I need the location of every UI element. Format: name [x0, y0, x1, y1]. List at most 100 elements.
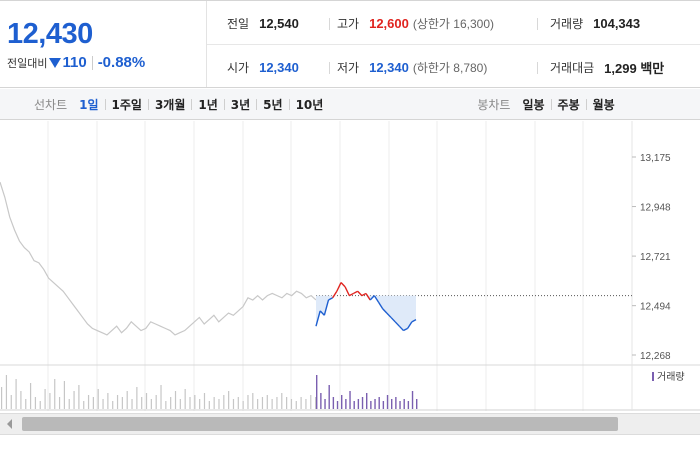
volume-bar	[247, 395, 249, 409]
prev-close-label: 전일	[227, 16, 250, 31]
open-value: 12,340	[259, 59, 299, 75]
volume-bar	[83, 401, 85, 409]
volume-bar	[203, 393, 206, 409]
high-cell: 고가 12,600 (상한가 16,300)	[337, 13, 494, 33]
volume-bar	[305, 399, 307, 409]
volume-bar	[44, 389, 46, 409]
open-cell: 시가 12,340	[227, 57, 299, 77]
today-price-segment	[398, 325, 405, 332]
tab-daily-candle[interactable]: 일봉	[522, 97, 545, 112]
chart-scrollbar[interactable]	[0, 413, 700, 435]
y-tick-label: 13,175	[640, 153, 671, 164]
divider	[104, 98, 106, 110]
today-price-segment	[407, 321, 413, 329]
volume-bar	[232, 399, 235, 409]
price-detail-grid: 전일 12,540 고가 12,600 (상한가 16,300) 거래량 104…	[207, 1, 700, 87]
volume-bar	[374, 399, 376, 409]
line-chart-label: 선차트	[34, 97, 68, 112]
below-close-area	[316, 295, 416, 331]
tab-3-month[interactable]: 3개월	[154, 97, 186, 112]
tab-1-week[interactable]: 1주일	[111, 97, 142, 112]
volume-bar	[20, 391, 22, 409]
scroll-left-icon[interactable]	[7, 419, 12, 429]
volume-bar	[92, 397, 94, 409]
divider	[329, 18, 330, 30]
today-price-segment	[373, 295, 380, 303]
volume-bar	[286, 397, 288, 409]
volume-label: 거래량	[550, 16, 584, 31]
today-price-segment	[361, 292, 367, 297]
volume-bar	[290, 399, 293, 409]
tab-1-year[interactable]: 1년	[198, 97, 218, 112]
today-price-segment	[357, 290, 363, 297]
divider	[256, 98, 258, 110]
volume-bar	[411, 391, 414, 409]
today-price-segment	[403, 327, 408, 332]
scrollbar-thumb[interactable]	[22, 417, 618, 431]
volume-bar	[116, 395, 119, 409]
volume-cell: 거래량 104,343	[550, 13, 640, 33]
volume-bar	[353, 401, 355, 409]
trade-amount-cell: 거래대금 1,299 백만	[550, 57, 664, 77]
down-triangle-icon	[49, 57, 62, 68]
volume-bar	[68, 399, 70, 409]
volume-bar	[145, 393, 148, 409]
today-price-segment	[394, 321, 400, 327]
volume-bar	[328, 385, 330, 409]
today-price-segment	[315, 310, 321, 327]
volume-bar	[310, 395, 312, 409]
volume-bar	[357, 399, 360, 409]
volume-bar	[179, 399, 181, 409]
volume-bar	[34, 397, 37, 409]
volume-bar	[155, 395, 157, 409]
tab-monthly-candle[interactable]: 월봉	[592, 97, 615, 112]
volume-bar	[315, 397, 317, 409]
volume-bar	[237, 397, 239, 409]
y-tick-label: 12,721	[640, 252, 671, 263]
volume-value: 104,343	[593, 15, 641, 31]
prev-close-cell: 전일 12,540	[227, 13, 299, 33]
divider	[223, 98, 225, 110]
volume-bar	[391, 399, 393, 409]
volume-bar	[370, 401, 372, 409]
high-value: 12,600	[369, 15, 409, 31]
volume-bar	[320, 393, 322, 409]
volume-legend-label: 거래량	[657, 371, 685, 383]
volume-bar	[160, 385, 162, 409]
volume-bar	[208, 401, 210, 409]
today-price-segment	[353, 290, 358, 295]
volume-bar	[361, 397, 364, 409]
volume-bar	[194, 395, 196, 409]
today-price-segment	[319, 310, 325, 316]
volume-bar	[295, 401, 297, 409]
divider	[329, 62, 330, 74]
volume-bar	[165, 401, 167, 409]
tab-weekly-candle[interactable]: 주봉	[557, 97, 580, 112]
volume-bar	[170, 397, 172, 409]
divider	[191, 98, 193, 110]
volume-bar	[332, 397, 335, 409]
tab-3-year[interactable]: 3년	[230, 97, 251, 112]
volume-bar	[266, 395, 268, 409]
change-label: 전일대비	[7, 56, 48, 70]
tab-1-day[interactable]: 1일	[79, 97, 99, 112]
tab-5-year[interactable]: 5년	[263, 97, 283, 112]
volume-bar	[78, 385, 80, 409]
price-summary: 12,430 전일대비 110 -0.88% 전일 12,540 고가 12,6…	[0, 0, 700, 88]
chart-period-tabs: 선차트 1일 1주일 3개월 1년 3년 5년 10년 봉차트 일봉 주봉 월봉	[0, 89, 700, 120]
volume-bar	[29, 383, 32, 409]
volume-bar	[25, 399, 27, 409]
current-price-box: 12,430 전일대비 110 -0.88%	[0, 1, 207, 87]
trade-amount-value: 1,299 백만	[604, 60, 665, 76]
tab-10-year[interactable]: 10년	[295, 97, 324, 112]
volume-bar	[261, 397, 264, 409]
volume-bar	[271, 399, 273, 409]
open-label: 시가	[227, 60, 250, 75]
price-chart[interactable]: 13,175 12,948 12,721 12,494 12,268 거래량	[0, 121, 700, 411]
volume-bar	[316, 375, 318, 409]
volume-bar	[300, 397, 302, 409]
volume-bar	[349, 391, 351, 409]
volume-bar	[39, 401, 41, 409]
volume-bar	[223, 395, 225, 409]
volume-bar	[87, 395, 90, 409]
